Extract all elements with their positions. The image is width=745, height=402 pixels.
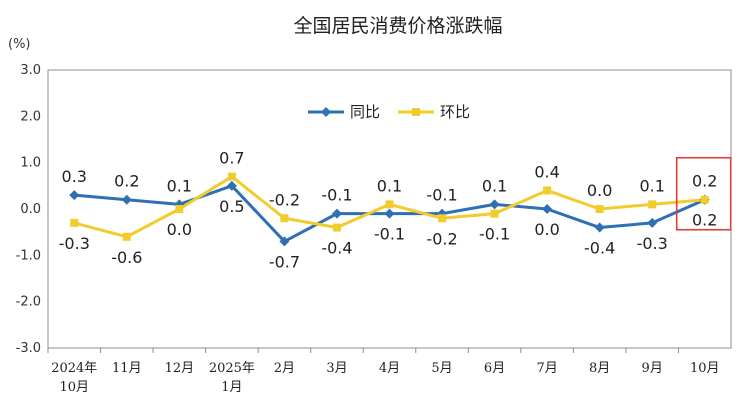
x-axis: 2024年 10月 11月 12月 2025年 1月 2月 3月 4月 5月 6月 7月 8月 9月 10月	[47, 348, 720, 395]
legend-item-0: 同比	[308, 103, 380, 121]
data-label: 0.1	[482, 176, 507, 195]
data-label: -0.1	[321, 186, 352, 205]
legend-label: 环比	[440, 103, 470, 121]
data-point	[385, 200, 394, 209]
x-tick-label: 4月	[379, 361, 400, 376]
x-tick-label: 6月	[484, 361, 505, 376]
x-tick-label: 8月	[589, 361, 610, 376]
data-point	[700, 195, 709, 204]
y-tick-label: -3.0	[16, 341, 41, 356]
data-label: -0.4	[584, 239, 615, 258]
data-label: 0.1	[377, 176, 402, 195]
data-point	[489, 199, 500, 210]
y-axis: 3.0 2.0 1.0 0.0 -1.0 -2.0 -3.0	[16, 63, 41, 356]
data-point	[175, 205, 184, 213]
x-tick-label: 1月	[221, 380, 242, 395]
legend-item-1: 环比	[398, 103, 470, 121]
highlight-box	[675, 156, 732, 231]
data-point	[542, 204, 553, 214]
data-label: -0.2	[269, 190, 300, 209]
data-label: -0.4	[321, 239, 352, 258]
data-point	[384, 208, 395, 219]
data-point	[648, 200, 657, 209]
data-label: -0.6	[111, 248, 142, 267]
chart-title: 全国居民消费价格涨跌幅	[293, 15, 502, 37]
data-point	[121, 194, 132, 205]
y-tick-label: 1.0	[20, 156, 41, 171]
data-point	[122, 232, 131, 241]
legend: 同比 环比	[308, 103, 470, 121]
legend-marker	[412, 108, 420, 116]
y-tick-label: -2.0	[16, 295, 41, 310]
data-point	[280, 214, 289, 223]
y-tick-label: 0.0	[20, 202, 41, 217]
x-tick-label: 5月	[431, 361, 452, 376]
x-tick-label: 10月	[690, 361, 720, 376]
data-point	[438, 214, 447, 223]
data-label: 0.2	[692, 211, 717, 230]
x-tick-label: 9月	[642, 361, 663, 376]
data-label: 0.7	[219, 149, 244, 168]
data-label: -0.3	[59, 234, 90, 253]
data-label: -0.1	[374, 225, 405, 244]
data-label: -0.1	[426, 186, 457, 205]
x-tick-label: 2月	[274, 361, 295, 376]
y-tick-label: -1.0	[16, 248, 41, 263]
x-tick-label: 12月	[165, 361, 195, 376]
data-point	[595, 205, 604, 213]
x-tick-label: 11月	[112, 361, 142, 376]
legend-marker	[321, 107, 331, 117]
data-label: -0.1	[479, 225, 510, 244]
highlight-layer	[675, 156, 732, 231]
y-tick-label: 3.0	[20, 63, 41, 78]
data-label: 0.0	[534, 220, 559, 239]
data-label: 0.2	[692, 172, 717, 191]
data-label: 0.2	[114, 172, 139, 191]
data-label: -0.2	[426, 229, 457, 248]
data-point	[70, 218, 79, 227]
data-label: 0.1	[639, 176, 664, 195]
x-tick-label: 10月	[59, 380, 89, 395]
data-point	[331, 208, 342, 219]
data-labels: 0.3 0.2 0.1 0.5 -0.7 -0.1 -0.1 -0.1 0.1 0.0 -0.4 -0…	[59, 149, 718, 272]
data-point	[226, 180, 237, 191]
data-point	[279, 236, 290, 247]
series-layer	[69, 172, 710, 247]
data-label: 0.4	[534, 162, 559, 181]
data-label: 0.1	[167, 176, 192, 195]
data-point	[594, 222, 605, 233]
y-tick-label: 2.0	[20, 109, 41, 124]
data-label: 0.0	[587, 181, 612, 200]
y-axis-unit: (%)	[8, 37, 31, 52]
x-tick-label: 7月	[536, 361, 557, 376]
data-label: 0.3	[62, 167, 87, 186]
data-point	[69, 190, 80, 201]
data-point	[227, 172, 236, 181]
x-tick-label: 2025年	[209, 361, 255, 376]
data-label: 0.0	[167, 220, 192, 239]
data-label: 0.5	[219, 197, 244, 216]
legend-label: 同比	[350, 103, 380, 121]
data-label: -0.3	[637, 234, 668, 253]
data-point	[543, 186, 552, 195]
x-tick-label: 2024年	[51, 361, 97, 376]
data-point	[647, 217, 658, 228]
data-point	[490, 209, 499, 218]
data-point	[332, 223, 341, 232]
x-tick-label: 3月	[326, 361, 347, 376]
data-label: -0.7	[269, 252, 300, 271]
